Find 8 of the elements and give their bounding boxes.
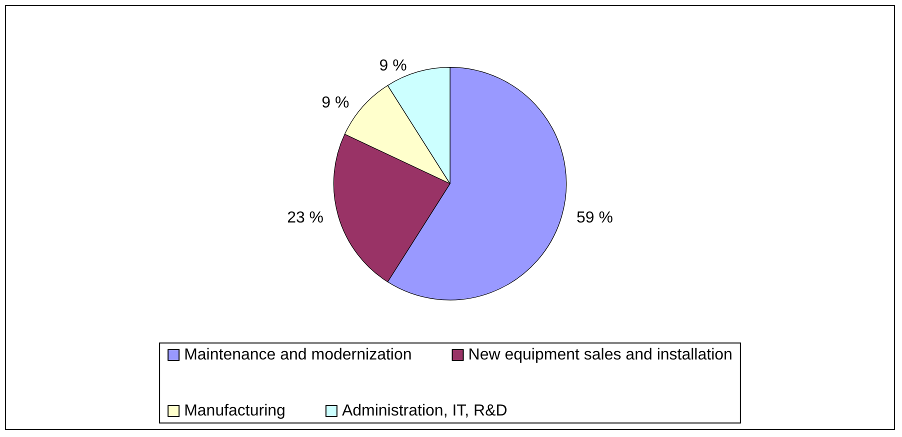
data-label: 9 % xyxy=(379,58,407,75)
legend-label: New equipment sales and installation xyxy=(468,346,732,364)
legend-label: Maintenance and modernization xyxy=(184,346,412,364)
legend-label: Administration, IT, R&D xyxy=(342,402,508,420)
data-label: 23 % xyxy=(287,209,324,226)
legend-label: Manufacturing xyxy=(184,402,286,420)
data-label: 59 % xyxy=(576,209,613,226)
data-label: 9 % xyxy=(322,94,350,112)
